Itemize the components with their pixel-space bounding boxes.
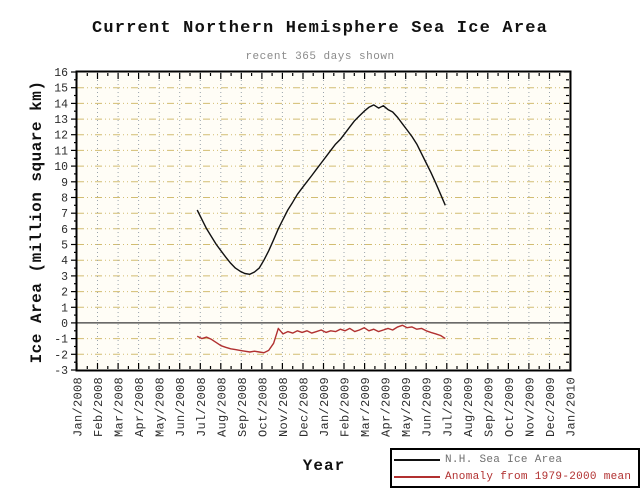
svg-text:Sep/2009: Sep/2009 [482,377,496,437]
svg-text:10: 10 [54,161,68,174]
chart-title: Current Northern Hemisphere Sea Ice Area [91,19,549,38]
chart-subtitle: recent 365 days shown [245,51,395,63]
svg-text:11: 11 [54,145,68,158]
svg-text:12: 12 [54,130,68,143]
svg-text:May/2008: May/2008 [154,377,168,437]
svg-text:Sep/2008: Sep/2008 [236,377,250,437]
svg-text:Jan/2009: Jan/2009 [318,377,332,437]
svg-text:5: 5 [61,240,68,253]
svg-text:Jun/2008: Jun/2008 [174,377,188,437]
svg-text:Jan/2008: Jan/2008 [72,377,86,437]
svg-text:-2: -2 [54,349,68,362]
svg-text:2: 2 [61,287,68,300]
x-axis-title: Year [302,457,346,475]
svg-text:Dec/2009: Dec/2009 [544,377,558,437]
svg-text:-3: -3 [54,365,68,378]
svg-text:-1: -1 [54,334,68,347]
sea-ice-line-sample-icon [394,458,440,461]
svg-text:16: 16 [54,67,68,80]
plot-frame [75,70,572,372]
y-axis-title: Ice Area (million square km) [28,80,46,364]
svg-text:15: 15 [54,83,68,96]
axis-ticks [71,71,571,371]
svg-text:Nov/2008: Nov/2008 [277,377,291,437]
svg-text:Apr/2008: Apr/2008 [133,377,147,437]
svg-text:9: 9 [61,177,68,190]
svg-text:Oct/2009: Oct/2009 [503,377,517,437]
svg-text:8: 8 [61,193,68,206]
svg-text:Aug/2008: Aug/2008 [215,377,229,437]
series-line-0 [196,104,446,275]
legend-item-sea-ice-area: N.H. Sea Ice Area [394,452,636,467]
series-line-1 [196,324,446,354]
svg-text:Jun/2009: Jun/2009 [421,377,435,437]
svg-text:Aug/2009: Aug/2009 [462,377,476,437]
horizontal-gridlines [77,87,570,355]
svg-text:Feb/2009: Feb/2009 [339,377,353,437]
legend-box: N.H. Sea Ice Area Anomaly from 1979-2000… [390,448,640,488]
svg-text:13: 13 [54,114,68,127]
svg-text:Jan/2010: Jan/2010 [565,377,579,437]
svg-text:Mar/2009: Mar/2009 [359,377,373,437]
svg-text:May/2009: May/2009 [400,377,414,437]
svg-text:0: 0 [61,318,68,331]
svg-text:Jul/2008: Jul/2008 [195,377,209,437]
svg-text:14: 14 [54,98,68,111]
svg-text:Feb/2008: Feb/2008 [92,377,106,437]
svg-text:Oct/2008: Oct/2008 [256,377,270,437]
x-tick-labels: Jan/2008 Feb/2008 Mar/2008 Apr/2008 May/2008… [72,377,579,437]
svg-text:4: 4 [61,255,68,268]
legend-item-anomaly: Anomaly from 1979-2000 mean [394,469,636,484]
svg-text:7: 7 [61,208,68,221]
svg-text:Jul/2009: Jul/2009 [441,377,455,437]
svg-text:Nov/2009: Nov/2009 [523,377,537,437]
svg-text:Apr/2009: Apr/2009 [380,377,394,437]
legend-label-anomaly: Anomaly from 1979-2000 mean [445,470,632,483]
vertical-gridlines [97,72,550,370]
legend-label-sea-ice-area: N.H. Sea Ice Area [445,453,563,466]
svg-text:1: 1 [61,302,68,315]
svg-text:Dec/2008: Dec/2008 [298,377,312,437]
svg-text:3: 3 [61,271,68,284]
anomaly-line-sample-icon [394,475,440,478]
svg-text:Mar/2008: Mar/2008 [113,377,127,437]
svg-text:6: 6 [61,224,68,237]
